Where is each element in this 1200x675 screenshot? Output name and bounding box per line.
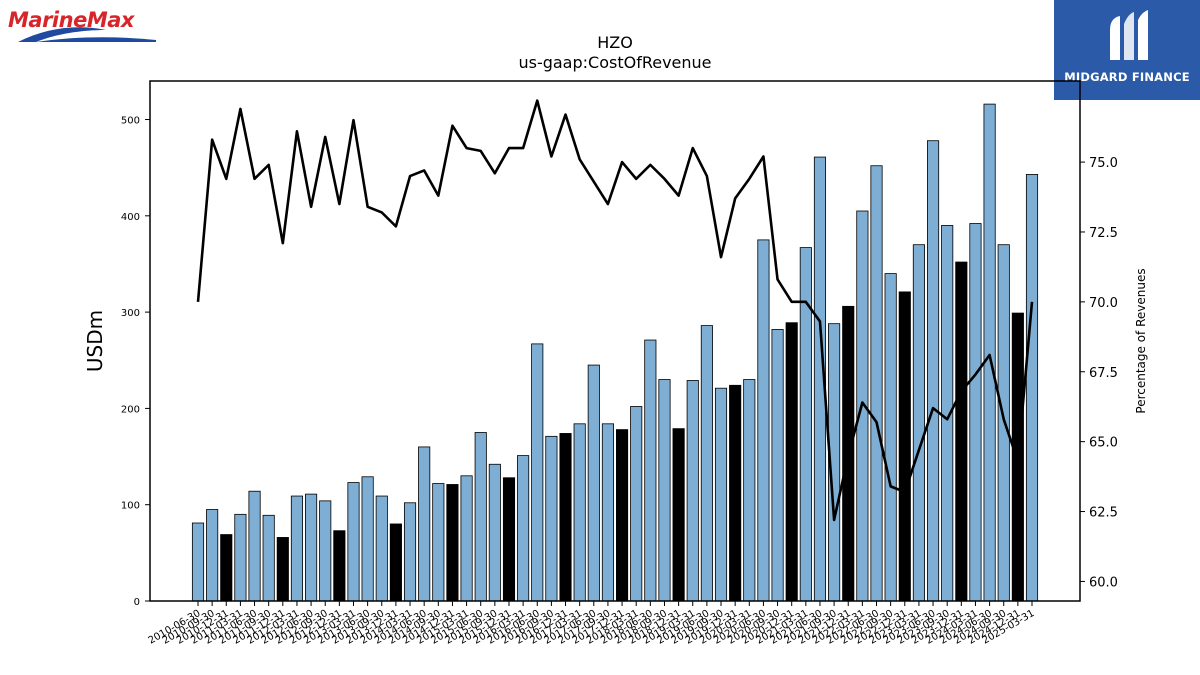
- bar-2018-03-31: [630, 406, 643, 602]
- bar-2019-03-31: [686, 380, 699, 602]
- bar-2023-12-31: [955, 261, 968, 602]
- bar-2012-06-30: [305, 493, 318, 602]
- y2-axis-label: Percentage of Revenues: [1134, 268, 1148, 413]
- bar-2019-09-30: [714, 387, 728, 602]
- bar-2020-03-31: [743, 379, 756, 602]
- bar-2011-06-30: [248, 490, 261, 602]
- bar-2023-03-31: [912, 244, 925, 602]
- bar-2011-12-31: [276, 537, 289, 602]
- bar-2012-12-31: [333, 530, 346, 602]
- wave-icon: [18, 27, 156, 42]
- bar-2016-09-30: [545, 435, 558, 602]
- midgard-emblem-icon: [1110, 10, 1148, 60]
- chart-subtitle: us-gaap:CostOfRevenue: [518, 53, 711, 72]
- y-tick-label: 0: [134, 597, 140, 608]
- bar-2019-06-30: [700, 325, 713, 602]
- y-tick-label: 100: [121, 501, 140, 512]
- bar-2014-12-31: [446, 484, 459, 602]
- bar-2014-09-30: [432, 483, 445, 602]
- bar-2022-09-30: [884, 273, 897, 602]
- midgard-finance-logo-text: MIDGARD FINANCE: [1064, 70, 1190, 84]
- y-axis-label: USDm: [83, 310, 107, 372]
- bars-layer: [191, 103, 1039, 602]
- bar-2020-06-30: [757, 239, 770, 602]
- bar-2017-03-31: [573, 423, 586, 602]
- y2-tick-label: 70.0: [1089, 296, 1118, 311]
- bar-2016-12-31: [559, 433, 572, 602]
- bar-2010-12-31: [220, 534, 233, 602]
- bar-2010-09-30: [206, 509, 219, 602]
- y-tick-label: 400: [121, 212, 140, 223]
- bar-2013-09-30: [375, 495, 388, 602]
- bar-2018-06-30: [644, 339, 657, 602]
- bar-2014-06-30: [418, 446, 431, 602]
- bar-2013-03-31: [347, 482, 360, 602]
- bar-2017-09-30: [601, 423, 614, 602]
- midgard-finance-logo: MIDGARD FINANCE: [1054, 0, 1200, 100]
- bar-2019-12-31: [729, 384, 742, 602]
- bar-2010-06-30: [191, 522, 205, 602]
- chart-title: HZO: [597, 33, 633, 52]
- bar-2015-06-30: [474, 432, 487, 602]
- bar-2018-09-30: [658, 379, 671, 602]
- bar-2022-12-31: [898, 291, 911, 602]
- bar-2012-03-31: [290, 495, 304, 602]
- bar-2023-06-30: [927, 140, 940, 602]
- percentage-line: [196, 99, 1034, 522]
- bar-2015-09-30: [488, 463, 501, 602]
- bar-2020-09-30: [771, 329, 784, 602]
- bar-2013-12-31: [389, 523, 402, 602]
- y-tick-label: 200: [121, 404, 140, 415]
- y2-tick-label: 75.0: [1089, 156, 1118, 171]
- bar-2025-03-31: [1025, 174, 1039, 602]
- y2-tick-label: 65.0: [1089, 436, 1118, 451]
- bar-2012-09-30: [319, 500, 332, 602]
- bar-2022-06-30: [870, 165, 883, 602]
- bar-2020-12-31: [785, 322, 798, 602]
- y-tick-label: 500: [121, 116, 140, 127]
- bar-2018-12-31: [672, 428, 685, 602]
- axes-layer: 0 100 200 300 400 500 60.0 62.5 65.0 67.5 70.0 72.5…: [121, 80, 1118, 647]
- bar-2017-12-31: [616, 429, 629, 602]
- plot-frame: [149, 80, 1081, 602]
- bar-2014-03-31: [403, 502, 417, 602]
- marinemax-logo: MarineMax: [6, 6, 166, 46]
- y2-tick-label: 60.0: [1089, 575, 1118, 590]
- y2-tick-label: 62.5: [1089, 506, 1118, 521]
- bar-2011-03-31: [234, 513, 247, 602]
- bar-2016-03-31: [517, 455, 530, 602]
- y-tick-label: 300: [121, 308, 140, 319]
- y2-tick-label: 67.5: [1089, 366, 1118, 381]
- bar-2017-06-30: [587, 364, 600, 602]
- bar-2011-09-30: [262, 514, 275, 602]
- bar-2024-06-30: [983, 103, 996, 602]
- line-layer: [196, 99, 1034, 522]
- bar-2024-03-31: [969, 223, 982, 602]
- bar-2015-12-31: [502, 477, 516, 602]
- bar-2013-06-30: [361, 476, 374, 602]
- bar-2016-06-30: [531, 343, 544, 602]
- y2-tick-label: 72.5: [1089, 226, 1118, 241]
- bar-2015-03-31: [460, 475, 473, 602]
